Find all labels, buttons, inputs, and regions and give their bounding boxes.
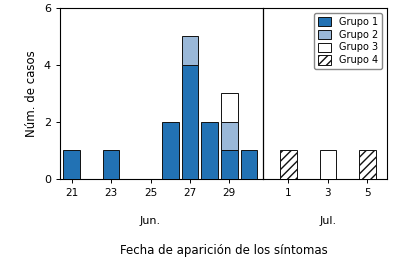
- Bar: [63, 150, 80, 179]
- Bar: [182, 36, 198, 65]
- Text: Jul.: Jul.: [319, 216, 336, 226]
- Bar: [241, 150, 257, 179]
- Bar: [221, 122, 238, 150]
- Bar: [221, 93, 238, 122]
- Text: Fecha de aparición de los síntomas: Fecha de aparición de los síntomas: [120, 244, 327, 257]
- Legend: Grupo 1, Grupo 2, Grupo 3, Grupo 4: Grupo 1, Grupo 2, Grupo 3, Grupo 4: [314, 13, 382, 69]
- Bar: [359, 150, 376, 179]
- Bar: [103, 150, 119, 179]
- Bar: [201, 122, 218, 179]
- Text: Jun.: Jun.: [140, 216, 161, 226]
- Y-axis label: Núm. de casos: Núm. de casos: [25, 50, 38, 137]
- Bar: [221, 150, 238, 179]
- Bar: [182, 65, 198, 179]
- Bar: [320, 150, 336, 179]
- Bar: [280, 150, 297, 179]
- Bar: [162, 122, 179, 179]
